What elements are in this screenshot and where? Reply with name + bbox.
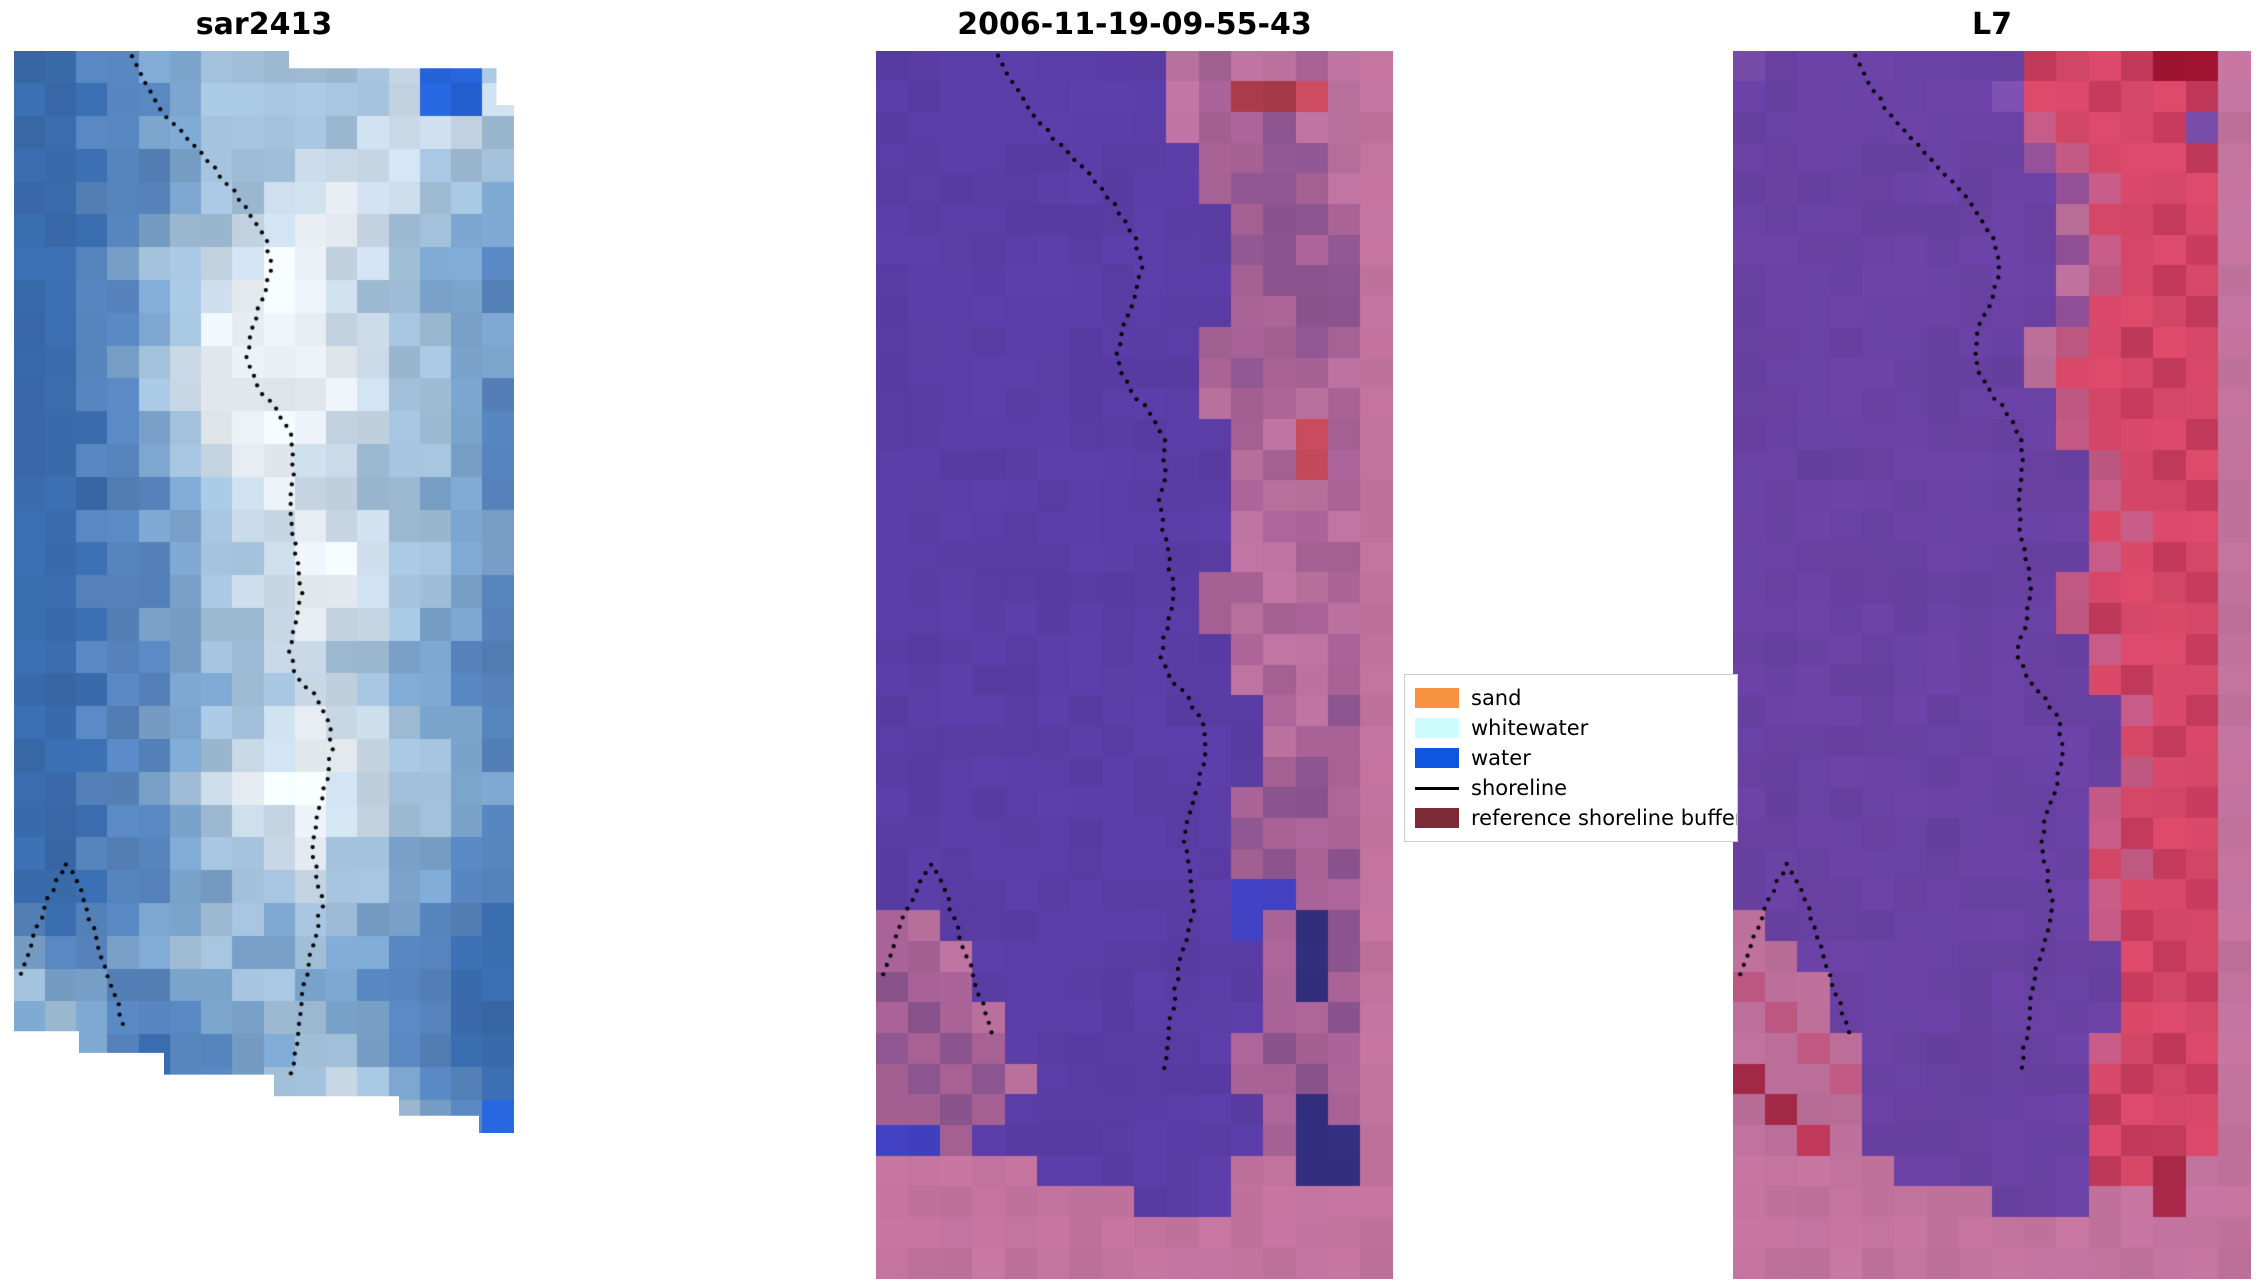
panel-title-date: 2006-11-19-09-55-43 [957, 7, 1312, 42]
legend-label-whitewater: whitewater [1471, 716, 1589, 740]
legend-item-sand: sand [1415, 683, 1737, 713]
legend: sand whitewater water shoreline referenc… [1404, 674, 1738, 842]
water-swatch [1415, 748, 1459, 768]
l7-image-canvas [1733, 51, 2251, 1279]
panel-title-sar: sar2413 [195, 7, 333, 42]
legend-item-whitewater: whitewater [1415, 713, 1737, 743]
sar-image-canvas [14, 51, 514, 1133]
reference-buffer-swatch [1415, 808, 1459, 828]
legend-item-shoreline: shoreline [1415, 773, 1737, 803]
legend-label-reference-buffer: reference shoreline buffer [1471, 806, 1738, 830]
legend-label-shoreline: shoreline [1471, 776, 1568, 800]
l7-image-panel [1733, 51, 2251, 1279]
classified-image-panel [876, 51, 1393, 1279]
legend-label-sand: sand [1471, 686, 1522, 710]
shoreline-line-swatch [1415, 786, 1459, 790]
legend-label-water: water [1471, 746, 1531, 770]
legend-item-reference-buffer: reference shoreline buffer [1415, 803, 1737, 833]
whitewater-swatch [1415, 718, 1459, 738]
sand-swatch [1415, 688, 1459, 708]
legend-item-water: water [1415, 743, 1737, 773]
panel-title-l7: L7 [1972, 7, 2012, 42]
classified-image-canvas [876, 51, 1393, 1279]
sar-image-panel [14, 51, 514, 1133]
